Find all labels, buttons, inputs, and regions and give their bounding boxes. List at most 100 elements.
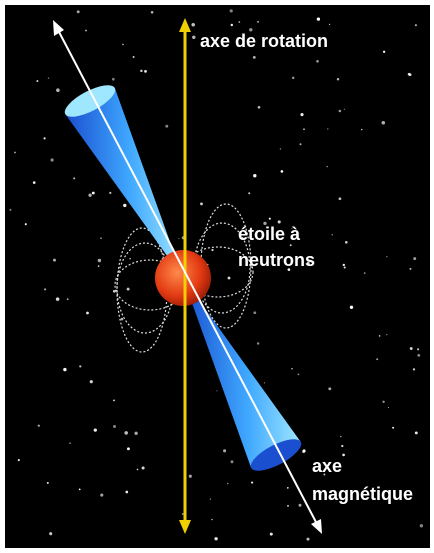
background-star [326,165,328,168]
rotation-axis-label: axe de rotation [200,31,328,51]
background-star [178,238,180,240]
background-star [328,23,331,26]
background-star [44,288,47,291]
neutron-star-label: étoile à [238,224,301,244]
background-star [132,56,135,58]
background-star [230,23,234,27]
background-star [316,17,321,21]
background-star [306,537,310,541]
background-star [252,56,256,59]
background-star [46,481,49,484]
neutron-star-label: neutrons [238,250,315,270]
background-star [165,124,169,128]
background-star [216,390,218,392]
background-star [126,287,130,291]
background-star [280,170,284,173]
background-star [125,490,129,494]
background-star [323,473,326,476]
background-star [414,24,417,27]
background-star [338,197,342,201]
background-star [88,193,92,197]
background-star [349,305,354,309]
background-star [66,298,69,301]
background-star [338,109,342,113]
background-star [134,431,138,435]
background-star [113,425,116,428]
background-star [302,449,306,453]
background-star [181,512,184,516]
background-star [343,266,346,269]
background-star [55,297,60,301]
background-star [344,240,348,244]
background-star [223,449,227,453]
background-star [269,532,273,536]
background-star [97,258,102,263]
background-star [112,289,116,293]
background-star [150,11,154,14]
background-star [50,158,54,162]
background-star [53,258,56,262]
background-star [253,311,257,315]
background-star [257,20,260,23]
background-star [211,518,213,521]
background-star [141,466,145,470]
background-star [331,234,333,236]
background-star [413,257,417,261]
background-star [256,342,260,345]
background-star [63,367,67,372]
magnetic-axis [53,20,322,534]
background-star [340,435,342,438]
background-star [386,256,388,258]
background-star [43,137,46,140]
background-star [78,488,81,491]
background-star [412,368,416,371]
background-star [378,335,381,337]
rotation-axis [179,18,191,534]
background-star [257,105,261,109]
background-star [69,442,71,444]
background-star [124,431,128,435]
background-star [409,347,413,350]
background-star [191,23,195,27]
background-star [342,263,345,267]
background-star [328,387,332,391]
background-star [37,424,40,427]
background-star [76,10,80,14]
space-background [5,5,430,548]
background-star [316,60,319,63]
background-star [32,181,36,184]
background-star [227,276,231,280]
background-star [256,230,259,233]
background-star [73,177,76,180]
background-star [122,43,124,46]
magnetic-axis-label: axe [312,456,342,476]
background-star [188,474,192,478]
background-star [382,400,385,403]
background-star [249,28,253,32]
background-star [387,406,390,408]
background-star [363,272,366,275]
background-star [14,151,16,154]
background-star [56,88,60,92]
background-star [248,192,251,195]
background-star [129,258,131,260]
background-star [109,191,112,195]
background-star [414,431,418,435]
background-star [286,487,289,489]
background-star [268,217,271,220]
background-star [360,128,363,131]
background-star [214,537,218,541]
background-star [230,460,234,464]
background-star [297,373,300,376]
background-star [409,267,412,270]
background-star [140,69,143,73]
background-star [111,77,115,81]
background-star [417,348,420,351]
background-star [343,108,345,110]
background-star [287,268,291,271]
background-star [47,77,50,79]
background-star [100,237,102,239]
background-star [136,468,139,471]
